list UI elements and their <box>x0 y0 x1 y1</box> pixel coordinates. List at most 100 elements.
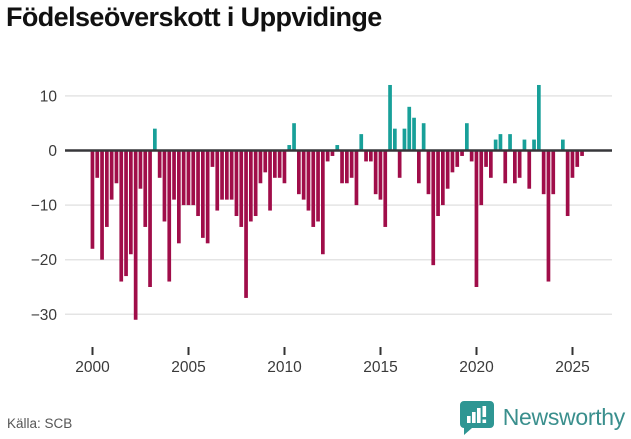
bar <box>532 139 536 151</box>
bar <box>157 150 162 178</box>
bar <box>421 123 426 151</box>
bar <box>244 150 248 298</box>
bar <box>215 150 220 211</box>
bar <box>369 150 373 162</box>
page-title: Födelseöverskott i Uppvidinge <box>6 2 382 32</box>
bar <box>268 150 272 211</box>
bar <box>196 150 200 217</box>
bar <box>277 150 282 178</box>
bar <box>273 150 277 178</box>
bar <box>335 145 340 151</box>
bar <box>114 150 119 184</box>
bar <box>565 150 570 217</box>
logo-exclamation-dot <box>482 419 486 423</box>
bar <box>484 150 488 167</box>
bar <box>311 150 316 227</box>
y-axis-tick-label: −20 <box>31 252 58 269</box>
bar <box>345 150 349 184</box>
y-axis-tick-label: 0 <box>48 143 57 160</box>
x-axis-tick-label: 2015 <box>363 359 397 376</box>
bar <box>455 150 460 167</box>
bar <box>95 150 100 178</box>
bar <box>90 150 95 249</box>
bar <box>301 150 306 200</box>
newsworthy-logo-text: Newsworthy <box>502 403 626 430</box>
bar <box>460 150 464 156</box>
x-axis-tick-label: 2025 <box>555 359 589 376</box>
x-axis-tick-label: 2010 <box>267 359 302 376</box>
bar <box>172 150 176 200</box>
bar <box>359 134 364 151</box>
bar <box>445 150 450 189</box>
bar <box>493 139 498 151</box>
x-axis-tick-label: 2005 <box>171 359 205 376</box>
bar <box>383 150 388 227</box>
bar <box>349 150 354 178</box>
logo-bar-small <box>466 416 471 423</box>
bar <box>124 150 128 277</box>
bar <box>210 150 215 167</box>
bar <box>426 150 431 195</box>
logo-bar-large <box>476 408 481 423</box>
bar <box>541 150 546 195</box>
bar <box>249 150 253 222</box>
bar <box>153 128 157 151</box>
bar <box>503 150 508 184</box>
bar <box>181 150 186 206</box>
bar <box>287 145 292 151</box>
bar <box>321 150 325 255</box>
bar <box>292 123 296 151</box>
bar <box>513 150 517 184</box>
bar <box>537 84 541 151</box>
bar <box>306 150 311 211</box>
bar <box>373 150 378 195</box>
bar <box>258 150 263 184</box>
bar <box>364 150 368 162</box>
bar <box>354 150 359 206</box>
x-axis-tick-label: 2000 <box>75 359 110 376</box>
bar <box>162 150 167 222</box>
bar <box>378 150 383 200</box>
bar <box>340 150 344 184</box>
bar <box>393 128 397 151</box>
bar <box>186 150 191 206</box>
bar <box>498 134 503 151</box>
bar <box>561 139 565 151</box>
y-axis-tick-label: −30 <box>31 307 58 324</box>
bar <box>465 123 469 151</box>
bar <box>133 150 138 320</box>
bar <box>282 150 287 184</box>
bar <box>522 139 527 151</box>
bar <box>109 150 114 200</box>
bar <box>388 84 392 151</box>
bar <box>469 150 474 162</box>
bar <box>551 150 556 195</box>
bar <box>517 150 522 178</box>
bar <box>100 150 104 260</box>
bar <box>431 150 436 266</box>
y-axis-tick-label: 10 <box>40 88 58 105</box>
bar <box>489 150 493 178</box>
bar <box>239 150 244 227</box>
logo-bar-medium <box>471 412 476 423</box>
bar <box>316 150 320 222</box>
bar <box>330 150 335 156</box>
bar <box>177 150 181 244</box>
birth-surplus-bar-chart: 10 0 −10 −20 −30 2000 2005 2010 2015 2020 2025 <box>31 84 612 376</box>
bar <box>253 150 258 217</box>
bar <box>417 150 421 184</box>
bar <box>234 150 239 217</box>
bar <box>119 150 124 282</box>
bar <box>527 150 532 189</box>
bar <box>220 150 224 200</box>
bar <box>201 150 205 238</box>
bar <box>191 150 196 206</box>
source-note: Källa: SCB <box>7 416 73 431</box>
newsworthy-logo: Newsworthy <box>459 399 625 435</box>
bar <box>441 150 445 206</box>
bar <box>297 150 301 195</box>
bar <box>138 150 143 189</box>
bar <box>580 150 584 156</box>
bar <box>570 150 575 178</box>
